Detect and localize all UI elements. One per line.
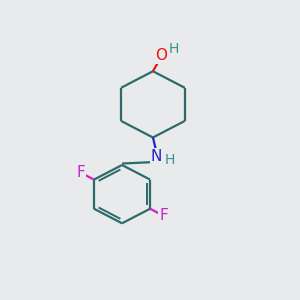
Text: F: F xyxy=(159,208,168,223)
Text: O: O xyxy=(155,47,167,62)
Text: H: H xyxy=(164,153,175,167)
Text: F: F xyxy=(76,165,85,180)
Text: H: H xyxy=(168,42,179,56)
Text: N: N xyxy=(151,149,162,164)
